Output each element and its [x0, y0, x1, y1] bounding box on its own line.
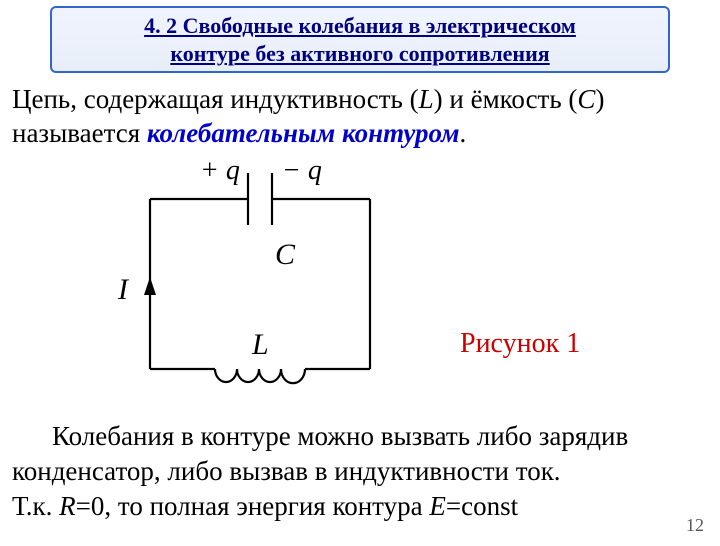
diagram-row: + q − q C I L Рисунок 1 [0, 159, 720, 409]
p2-t1: Колебания в контуре можно вызвать либо з… [52, 421, 628, 451]
term-oscillatory-circuit: колебательным контуром [147, 118, 460, 148]
label-C: C [275, 238, 296, 271]
figure-caption: Рисунок 1 [460, 328, 580, 360]
paragraph-2: Колебания в контуре можно вызвать либо з… [12, 419, 708, 524]
p1-C: С [577, 84, 595, 114]
label-L: L [251, 328, 269, 361]
p2-R: R [59, 491, 76, 521]
p2-t3a: Т.к. [12, 491, 59, 521]
label-minus-q: − q [282, 159, 322, 186]
p1-dot: . [460, 118, 467, 148]
p1-L: L [419, 84, 434, 114]
label-plus-q: + q [200, 159, 240, 186]
p1-t3: ) [595, 84, 604, 114]
p2-eq0: =0, то полная энергия контура [76, 491, 430, 521]
paragraph-1: Цепь, содержащая индуктивность (L) и ёмк… [12, 83, 708, 151]
p2-t2: конденсатор, либо вызвав в индуктивности… [12, 456, 561, 486]
header-line1: 4. 2 Свободные колебания в электрическом [144, 13, 576, 38]
p1-t1: Цепь, содержащая индуктивность ( [12, 84, 419, 114]
p1-t2: ) и ёмкость ( [434, 84, 578, 114]
current-arrow-icon [144, 277, 156, 295]
section-header: 4. 2 Свободные колебания в электрическом… [50, 6, 670, 73]
p2-E: E [429, 491, 446, 521]
header-line2: контуре без активного сопротивления [170, 41, 549, 66]
lc-circuit-diagram: + q − q C I L [100, 159, 420, 409]
p2-econst: =const [446, 491, 518, 521]
page-number: 12 [686, 515, 704, 536]
section-header-text: 4. 2 Свободные колебания в электрическом… [62, 12, 658, 67]
p1-t4: называется [12, 118, 147, 148]
label-I: I [117, 273, 130, 306]
